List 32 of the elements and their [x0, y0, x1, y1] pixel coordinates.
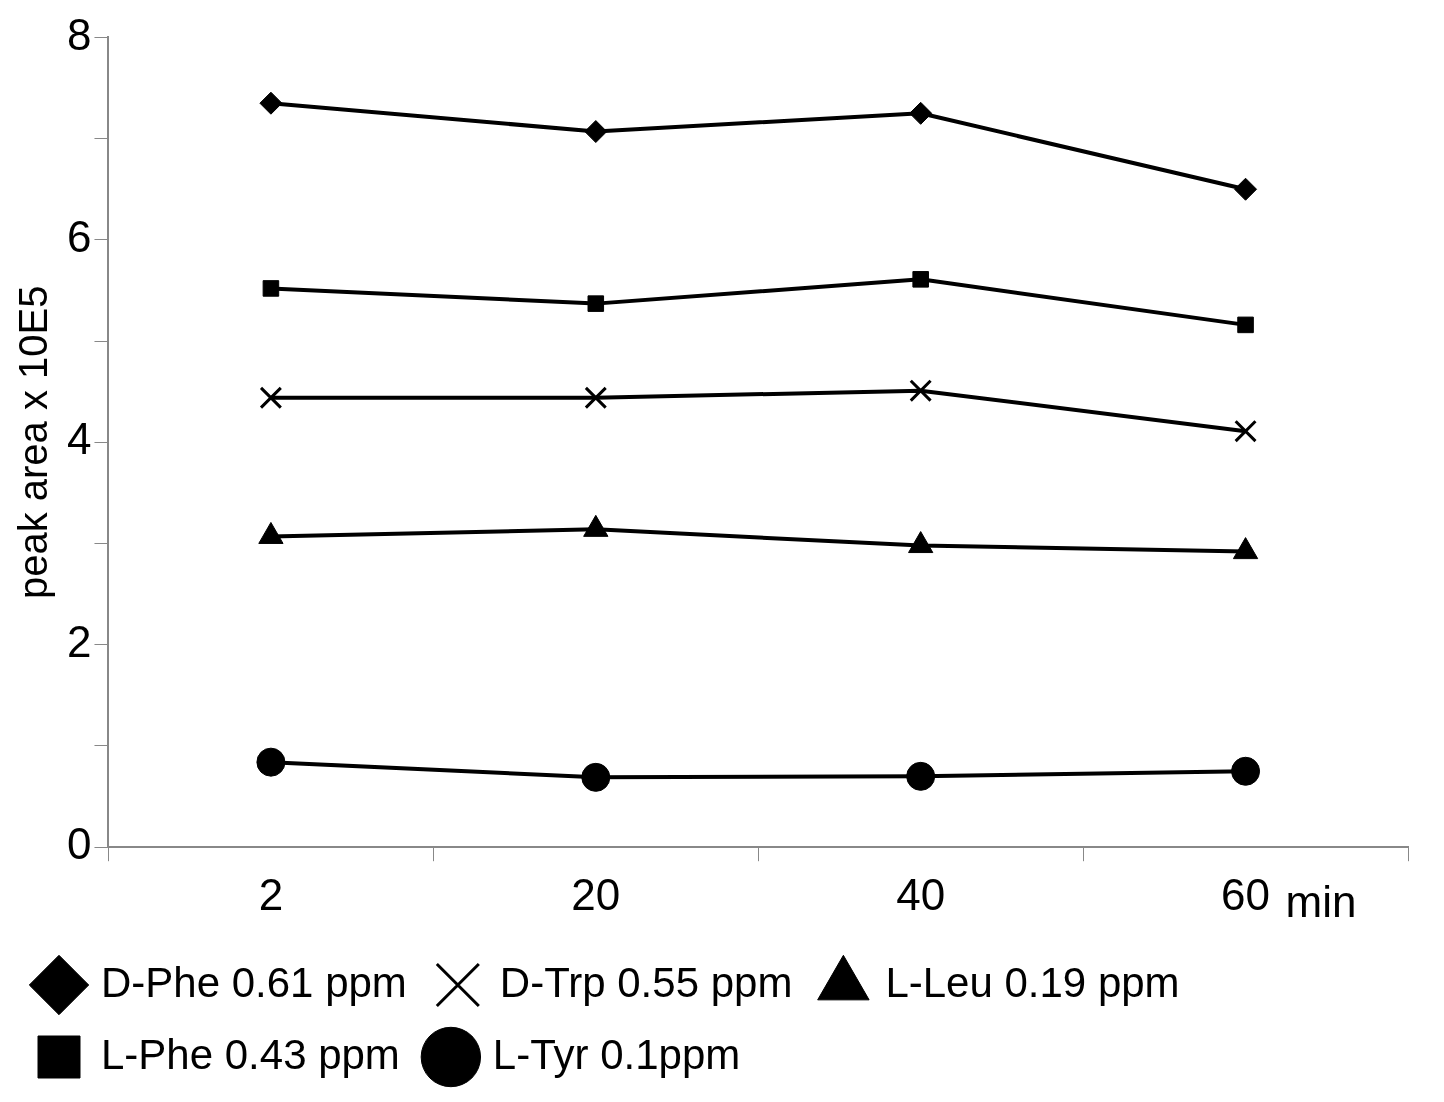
x-axis-title: min: [1285, 877, 1357, 927]
legend-label: D-Trp 0.55 ppm: [499, 958, 793, 1006]
point: [584, 386, 608, 410]
point: [259, 91, 283, 115]
x-tick-label: 20: [571, 869, 621, 919]
y-axis-title: peak area x 10E5: [11, 285, 56, 600]
point: [1231, 756, 1261, 786]
legend-label: L-Leu 0.19 ppm: [885, 958, 1180, 1006]
y-tick-label: 4: [66, 414, 92, 464]
point: [909, 379, 933, 403]
point: [1237, 316, 1254, 334]
y-tick-label: 2: [66, 616, 92, 666]
x-tick-label: 60: [1221, 869, 1271, 919]
point: [1234, 419, 1257, 443]
point: [262, 280, 280, 297]
legend-label: D-Phe 0.61 ppm: [101, 958, 407, 1006]
point: [912, 271, 929, 288]
point: [1234, 177, 1258, 201]
y-tick-label: 6: [66, 211, 92, 261]
x-tick-label: 2: [258, 869, 284, 919]
y-tick-label: 0: [66, 819, 92, 869]
x-tick-label: 40: [896, 869, 946, 919]
point: [909, 101, 933, 125]
legend-label: L-Phe 0.43 ppm: [101, 1030, 400, 1078]
y-tick-label: 8: [66, 9, 92, 59]
point: [587, 295, 605, 312]
legend-label: L-Tyr 0.1ppm: [492, 1030, 741, 1078]
point: [259, 386, 283, 410]
point: [584, 120, 608, 144]
point: [581, 762, 611, 792]
point: [256, 747, 286, 777]
point: [906, 761, 936, 791]
